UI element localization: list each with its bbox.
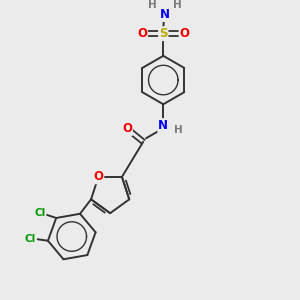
Text: N: N [158, 119, 168, 132]
Text: S: S [159, 27, 167, 40]
Text: O: O [122, 122, 132, 135]
Text: O: O [179, 27, 190, 40]
Text: H: H [174, 125, 183, 135]
Text: Cl: Cl [34, 208, 46, 218]
Text: O: O [93, 170, 103, 183]
Text: Cl: Cl [25, 234, 36, 244]
Text: H: H [148, 0, 157, 10]
Text: O: O [137, 27, 147, 40]
Text: N: N [160, 8, 170, 21]
Text: H: H [173, 0, 182, 10]
